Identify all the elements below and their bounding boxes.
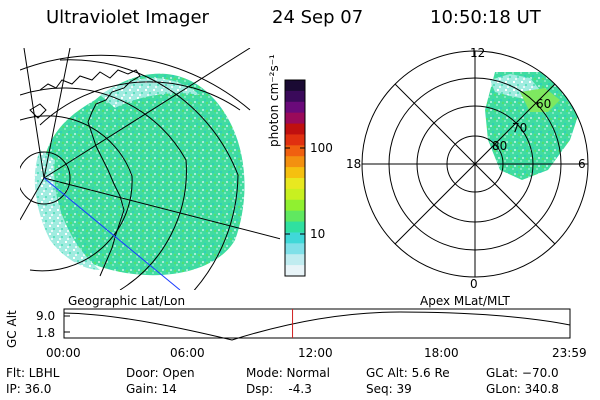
geographic-map	[20, 48, 280, 290]
mlat-label-70: 70	[512, 121, 528, 135]
mlat-label-60: 60	[536, 97, 552, 111]
colorbar-band	[285, 265, 305, 277]
coastline-island	[29, 103, 47, 119]
colorbar-band	[285, 101, 305, 114]
colorbar-band	[285, 178, 305, 190]
timeline-xtick-12: 12:00	[298, 346, 333, 360]
mlt-label-18: 18	[346, 157, 362, 171]
timeline-xtick-0: 00:00	[46, 346, 81, 360]
mlt-label-6: 6	[578, 157, 586, 171]
geo-panel-label: Geographic Lat/Lon	[68, 294, 186, 308]
colorbar-tick-100: 100	[310, 141, 333, 155]
date-label: 24 Sep 07	[272, 7, 364, 28]
timeline-plot	[63, 308, 571, 341]
colorbar-band	[285, 134, 305, 146]
colorbar-band	[285, 199, 305, 212]
door-status: Door: Open	[126, 366, 195, 380]
instrument-title: Ultraviolet Imager	[46, 7, 209, 28]
colorbar-band	[285, 112, 305, 125]
timeline-xtick-6: 06:00	[170, 346, 205, 360]
mode-status: Mode: Normal	[246, 366, 330, 380]
aurora-top-faint	[100, 78, 200, 108]
filter-status: Flt: LBHL	[6, 366, 60, 380]
timeline-ylabel: GC Alt	[5, 310, 19, 348]
colorbar-tick-10: 10	[310, 227, 326, 241]
colorbar-band	[285, 90, 305, 103]
colorbar	[285, 80, 305, 277]
orbit-track	[43, 177, 181, 290]
colorbar-band	[285, 210, 305, 223]
colorbar-band	[285, 123, 305, 135]
polar-plot	[361, 50, 589, 278]
polar-aurora-bright	[520, 88, 560, 112]
gc-alt-status: GC Alt: 5.6 Re	[366, 366, 450, 380]
time-label: 10:50:18 UT	[430, 7, 541, 28]
timeline-xtick-23: 23:59	[552, 346, 587, 360]
colorbar-band	[285, 232, 305, 244]
timeline-ytick-9: 9.0	[36, 309, 56, 323]
ip-status: IP: 36.0	[6, 382, 52, 396]
colorbar-unit-label: photon cm⁻²s⁻¹	[267, 54, 281, 147]
colorbar-band	[285, 145, 305, 157]
timeline-ytick-1.8: 1.8	[36, 326, 56, 340]
timeline-xtick-18: 18:00	[424, 346, 459, 360]
colorbar-band	[285, 80, 305, 92]
dsp-status: Dsp: -4.3	[246, 382, 312, 396]
mlt-label-0: 0	[470, 277, 478, 291]
aurora-emission	[39, 73, 245, 276]
seq-status: Seq: 39	[366, 382, 412, 396]
mlat-label-80: 80	[492, 139, 508, 153]
colorbar-band	[285, 254, 305, 266]
colorbar-band	[285, 167, 305, 179]
altitude-curve	[63, 311, 571, 341]
gain-status: Gain: 14	[126, 382, 177, 396]
colorbar-band	[285, 221, 305, 233]
colorbar-band	[285, 243, 305, 255]
glat-status: GLat: −70.0	[486, 366, 559, 380]
glon-status: GLon: 340.8	[486, 382, 559, 396]
apex-panel-label: Apex MLat/MLT	[420, 294, 510, 308]
colorbar-band	[285, 156, 305, 168]
colorbar-band	[285, 188, 305, 201]
mlt-label-12: 12	[470, 46, 486, 60]
